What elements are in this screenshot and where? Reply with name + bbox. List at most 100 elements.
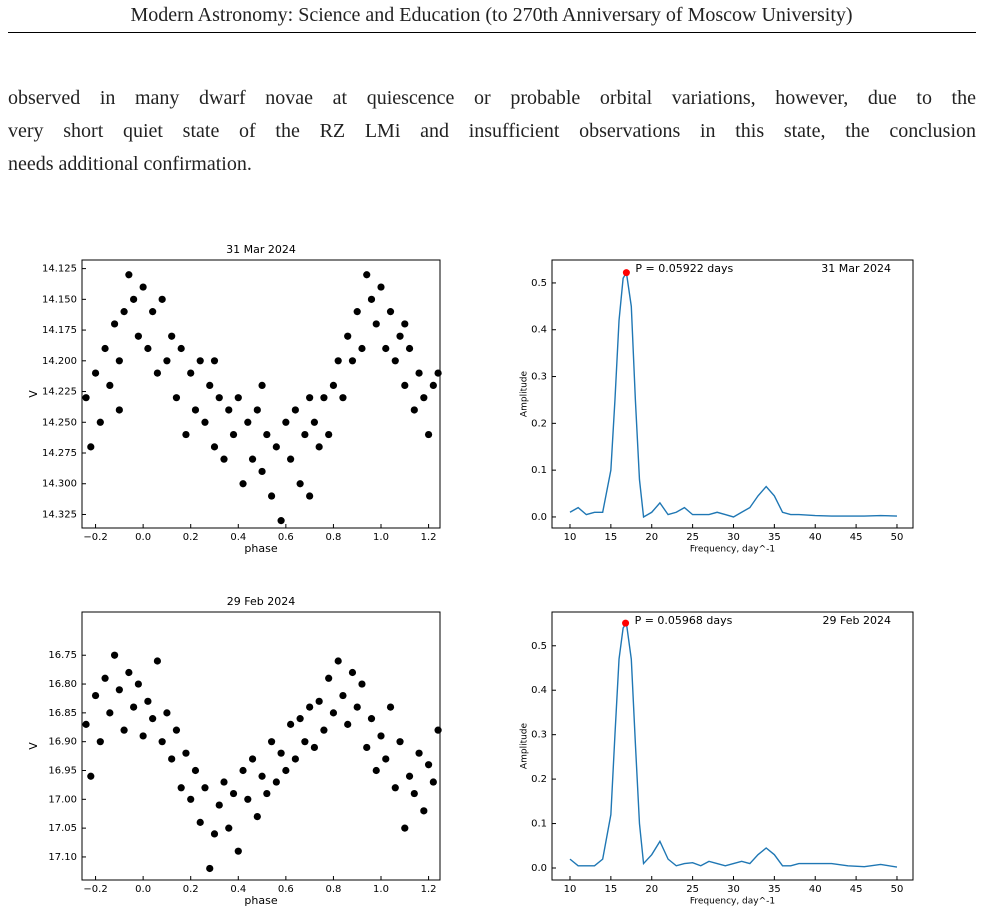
data-point bbox=[149, 308, 157, 316]
x-tick-label: 50 bbox=[891, 532, 904, 543]
data-point bbox=[101, 674, 109, 682]
data-point bbox=[210, 357, 219, 365]
y-tick-label: 0.3 bbox=[531, 730, 547, 741]
text-line: very short quiet state of the RZ LMi and… bbox=[8, 120, 976, 142]
data-point bbox=[367, 295, 376, 303]
data-point bbox=[196, 357, 204, 365]
x-tick-label: −0.2 bbox=[83, 884, 107, 895]
x-tick-label: 0.0 bbox=[135, 532, 151, 543]
data-point bbox=[391, 357, 399, 365]
data-point bbox=[144, 344, 152, 353]
data-point bbox=[329, 381, 338, 389]
data-point bbox=[248, 755, 257, 763]
data-point bbox=[296, 480, 304, 488]
data-point bbox=[339, 691, 347, 700]
data-point bbox=[234, 394, 242, 402]
data-point bbox=[267, 492, 276, 500]
y-tick-label: 0.0 bbox=[531, 512, 547, 523]
data-point bbox=[201, 784, 209, 792]
data-point bbox=[220, 778, 228, 786]
data-point bbox=[139, 283, 147, 291]
y-axis-label: V bbox=[27, 390, 40, 398]
data-point bbox=[253, 406, 261, 414]
date-label: 31 Mar 2024 bbox=[821, 262, 891, 275]
data-point bbox=[182, 430, 190, 439]
data-point bbox=[263, 430, 271, 439]
y-tick-label: 0.0 bbox=[531, 863, 547, 874]
data-point bbox=[215, 801, 223, 809]
y-axis-label: Amplitude bbox=[520, 370, 530, 417]
data-point bbox=[401, 824, 409, 832]
x-tick-label: 0.0 bbox=[135, 884, 151, 895]
x-tick-label: 1.2 bbox=[421, 532, 437, 543]
data-point bbox=[267, 738, 276, 746]
data-point bbox=[215, 394, 223, 402]
x-axis-label: phase bbox=[244, 894, 277, 907]
data-point bbox=[177, 784, 185, 792]
x-tick-label: 0.8 bbox=[325, 884, 341, 895]
data-point bbox=[377, 283, 385, 291]
x-tick-label: 25 bbox=[686, 532, 699, 543]
data-point bbox=[206, 864, 214, 873]
data-point bbox=[125, 271, 133, 279]
data-point bbox=[210, 830, 219, 838]
data-point bbox=[134, 680, 142, 688]
data-point bbox=[420, 394, 428, 402]
data-point bbox=[344, 332, 352, 340]
data-point bbox=[353, 703, 361, 711]
y-tick-label: 0.2 bbox=[531, 774, 547, 785]
x-tick-label: 45 bbox=[850, 884, 863, 895]
chart-title: 29 Feb 2024 bbox=[227, 595, 295, 608]
data-point bbox=[306, 703, 314, 711]
data-point bbox=[282, 418, 290, 426]
data-point bbox=[125, 668, 133, 677]
data-point bbox=[372, 766, 380, 775]
data-point bbox=[429, 778, 437, 786]
data-point bbox=[187, 795, 195, 803]
x-tick-label: 1.0 bbox=[373, 532, 389, 543]
data-point bbox=[229, 430, 238, 439]
data-point bbox=[396, 332, 404, 340]
data-point bbox=[187, 369, 195, 377]
data-point bbox=[277, 749, 285, 757]
data-point bbox=[120, 726, 128, 734]
data-point bbox=[91, 691, 100, 700]
data-point bbox=[201, 418, 209, 426]
data-point bbox=[163, 709, 171, 717]
paragraph: observed in many dwarf novae at quiescen… bbox=[8, 82, 976, 181]
y-tick-label: 14.250 bbox=[42, 417, 77, 428]
y-tick-label: 0.5 bbox=[531, 278, 547, 289]
data-point bbox=[377, 732, 385, 740]
data-point bbox=[424, 430, 433, 439]
y-tick-label: 0.4 bbox=[531, 325, 547, 336]
x-tick-label: 15 bbox=[604, 532, 617, 543]
x-tick-label: 35 bbox=[768, 884, 781, 895]
data-point bbox=[396, 738, 404, 746]
x-tick-label: 1.2 bbox=[421, 884, 437, 895]
running-header: Modern Astronomy: Science and Education … bbox=[130, 4, 853, 26]
data-point bbox=[329, 709, 338, 717]
x-tick-label: 1.0 bbox=[373, 884, 389, 895]
data-point bbox=[234, 847, 242, 855]
data-point bbox=[168, 755, 176, 763]
data-point bbox=[144, 697, 152, 705]
x-tick-label: 0.6 bbox=[278, 884, 294, 895]
x-axis-label: Frequency, day^-1 bbox=[690, 897, 775, 907]
data-point bbox=[434, 369, 442, 377]
data-point bbox=[206, 381, 214, 389]
data-point bbox=[415, 369, 423, 377]
data-point bbox=[424, 761, 433, 769]
data-point bbox=[139, 732, 147, 740]
x-tick-label: 25 bbox=[686, 884, 699, 895]
x-tick-label: 0.8 bbox=[325, 532, 341, 543]
data-point bbox=[225, 406, 233, 414]
data-point bbox=[301, 430, 309, 439]
data-point bbox=[263, 789, 271, 798]
data-point bbox=[353, 308, 361, 316]
data-point bbox=[363, 271, 371, 279]
y-tick-label: 0.1 bbox=[531, 465, 547, 476]
y-tick-label: 16.85 bbox=[48, 708, 77, 719]
y-tick-label: 0.5 bbox=[531, 641, 547, 652]
data-point bbox=[382, 755, 390, 763]
data-point bbox=[158, 738, 166, 746]
